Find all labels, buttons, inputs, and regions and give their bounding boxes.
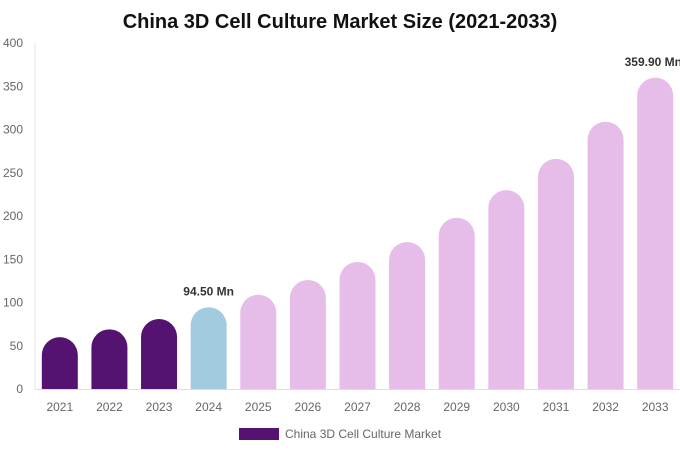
bar-2023[interactable] xyxy=(141,318,178,389)
x-tick-label: 2032 xyxy=(592,400,619,414)
x-tick-label: 2023 xyxy=(146,400,173,414)
x-tick-label: 2026 xyxy=(295,400,322,414)
bar-2026[interactable] xyxy=(289,280,326,389)
bar-2024[interactable] xyxy=(190,307,227,389)
legend[interactable]: China 3D Cell Culture Market xyxy=(239,427,442,441)
y-tick-label: 150 xyxy=(3,252,23,266)
bar-2025[interactable] xyxy=(240,294,277,389)
bar-2030[interactable] xyxy=(488,190,525,389)
x-tick-label: 2024 xyxy=(195,400,222,414)
x-tick-label: 2027 xyxy=(344,400,371,414)
legend-swatch xyxy=(239,428,279,440)
y-tick-label: 250 xyxy=(3,166,23,180)
y-tick-label: 0 xyxy=(16,382,23,396)
y-tick-label: 100 xyxy=(3,296,23,310)
chart-title: China 3D Cell Culture Market Size (2021-… xyxy=(123,11,558,33)
bar-2031[interactable] xyxy=(537,158,574,389)
y-tick-label: 400 xyxy=(3,36,23,50)
y-tick-label: 50 xyxy=(10,339,24,353)
y-tick-label: 350 xyxy=(3,79,23,93)
bar-2032[interactable] xyxy=(587,121,624,389)
data-label-2033: 359.90 Mn xyxy=(625,55,680,69)
x-tick-label: 2030 xyxy=(493,400,520,414)
x-tick-label: 2025 xyxy=(245,400,272,414)
bar-2033[interactable] xyxy=(637,77,674,390)
y-tick-label: 200 xyxy=(3,209,23,223)
bar-2021[interactable] xyxy=(41,337,78,389)
bar-2022[interactable] xyxy=(91,329,128,389)
bar-2027[interactable] xyxy=(339,261,376,389)
x-tick-label: 2028 xyxy=(394,400,421,414)
bar-2029[interactable] xyxy=(438,217,475,389)
bar-2028[interactable] xyxy=(389,241,426,389)
x-tick-label: 2022 xyxy=(96,400,123,414)
legend-label: China 3D Cell Culture Market xyxy=(285,427,442,441)
data-label-2024: 94.50 Mn xyxy=(183,284,234,298)
x-tick-label: 2029 xyxy=(443,400,470,414)
x-tick-label: 2021 xyxy=(46,400,73,414)
x-tick-label: 2033 xyxy=(642,400,669,414)
y-tick-label: 300 xyxy=(3,123,23,137)
x-tick-label: 2031 xyxy=(543,400,570,414)
